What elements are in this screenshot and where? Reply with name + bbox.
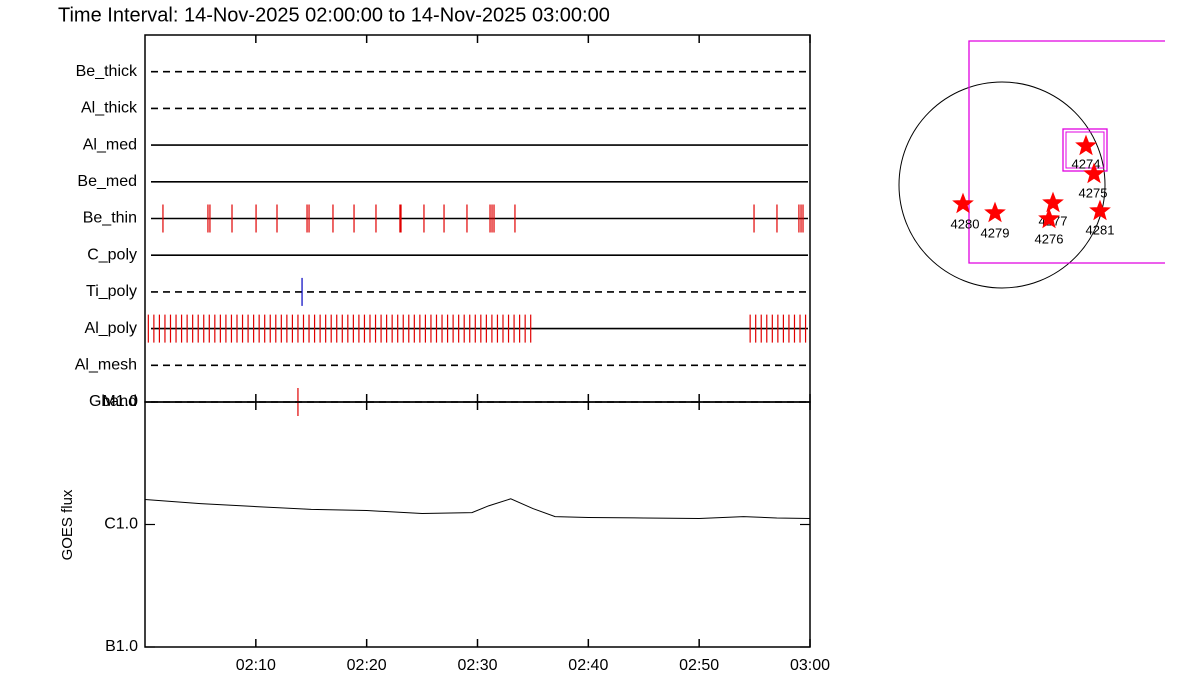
y-axis-label: GOES flux: [59, 489, 76, 560]
x-tick-label: 02:40: [568, 657, 608, 674]
filter-label: Gband: [89, 393, 137, 410]
x-tick-label: 03:00: [790, 657, 830, 674]
region-star: [1083, 162, 1105, 184]
filter-label: Be_thin: [83, 210, 137, 227]
target-box: [1065, 131, 1105, 169]
sun-map: 4274427542774276428142804279: [898, 40, 1165, 289]
region-star: [952, 192, 974, 214]
region-label: 4275: [1079, 185, 1108, 200]
x-tick-label: 02:30: [457, 657, 497, 674]
y-tick-label: C1.0: [104, 516, 138, 533]
chart-title: Time Interval: 14-Nov-2025 02:00:00 to 1…: [58, 4, 610, 26]
filter-label: Al_mesh: [75, 357, 137, 374]
solar-disk: [898, 81, 1106, 289]
y-tick-label: B1.0: [105, 638, 138, 655]
region-label: 4280: [951, 216, 980, 231]
field-of-view: [968, 40, 1165, 264]
filter-label: Al_med: [83, 136, 137, 153]
region-star: [1075, 134, 1097, 156]
x-tick-label: 02:50: [679, 657, 719, 674]
x-tick-label: 02:10: [236, 657, 276, 674]
region-star: [1089, 199, 1111, 221]
region-label: 4276: [1035, 231, 1064, 246]
region-label: 4279: [981, 225, 1010, 240]
filter-label: Al_poly: [85, 320, 137, 337]
filter-label: Ti_poly: [86, 283, 137, 300]
region-label: 4281: [1086, 222, 1115, 237]
filter-label: C_poly: [87, 246, 137, 263]
x-tick-label: 02:20: [347, 657, 387, 674]
goes-line: [144, 498, 811, 519]
filter-label: Be_med: [77, 173, 137, 190]
filter-label: Be_thick: [76, 63, 138, 80]
y-tick-label: M1.0: [102, 393, 138, 410]
region-star: [1042, 191, 1064, 213]
plot-frame: [144, 401, 811, 648]
region-star: [1038, 207, 1060, 229]
region-star: [984, 201, 1006, 223]
filter-label: Al_thick: [81, 100, 138, 117]
